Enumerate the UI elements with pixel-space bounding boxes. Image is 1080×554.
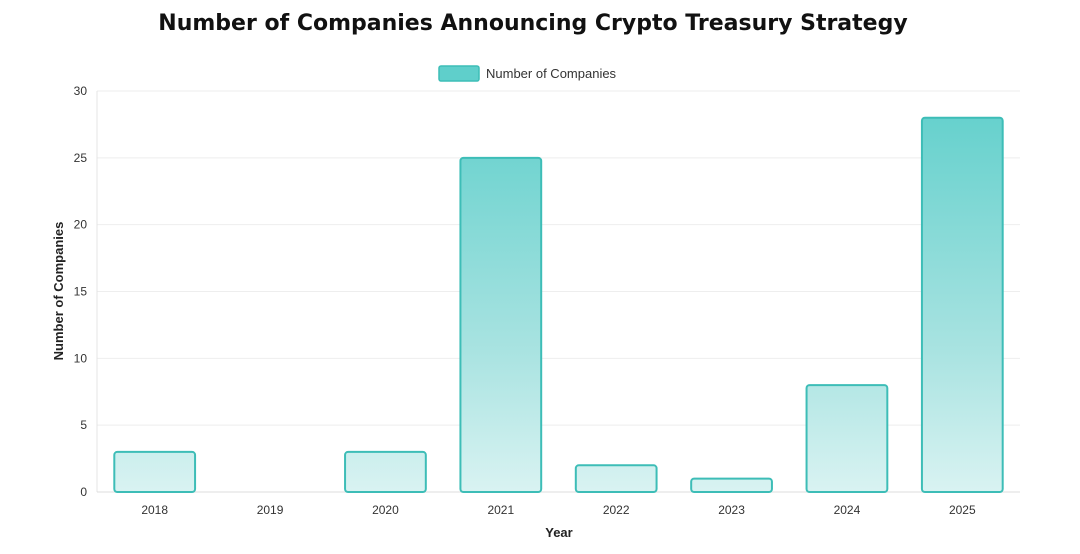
x-tick-label: 2021: [487, 503, 514, 517]
y-tick-label: 30: [74, 84, 88, 98]
bar-2020[interactable]: [344, 450, 427, 493]
legend-swatch[interactable]: [438, 65, 480, 82]
bar-2024[interactable]: [805, 384, 889, 494]
bar-2022[interactable]: [574, 464, 658, 493]
x-tick-label: 2024: [834, 503, 861, 517]
legend[interactable]: Number of Companies: [438, 65, 617, 82]
x-tick-label: 2019: [257, 503, 284, 517]
bar-2023[interactable]: [690, 477, 773, 493]
x-tick-label: 2022: [603, 503, 630, 517]
chart-title: Number of Companies Announcing Crypto Tr…: [158, 11, 907, 36]
y-tick-label: 25: [74, 151, 88, 165]
y-tick-label: 0: [80, 485, 87, 499]
x-tick-label: 2020: [372, 503, 399, 517]
x-tick-label: 2018: [141, 503, 168, 517]
legend-label[interactable]: Number of Companies: [486, 66, 617, 81]
y-axis-title: Number of Companies: [51, 222, 66, 361]
y-tick-label: 5: [80, 418, 87, 432]
x-tick-label: 2023: [718, 503, 745, 517]
bar-2018[interactable]: [113, 450, 197, 493]
bar-2021[interactable]: [459, 156, 543, 493]
x-axis-title: Year: [545, 525, 572, 540]
grid: [97, 90, 1020, 426]
x-tick-label: 2025: [949, 503, 976, 517]
y-tick-label: 10: [74, 351, 88, 365]
y-tick-label: 20: [74, 218, 88, 232]
bar-2025[interactable]: [920, 116, 1004, 493]
y-tick-label: 15: [74, 285, 88, 299]
bars: [113, 116, 1004, 494]
